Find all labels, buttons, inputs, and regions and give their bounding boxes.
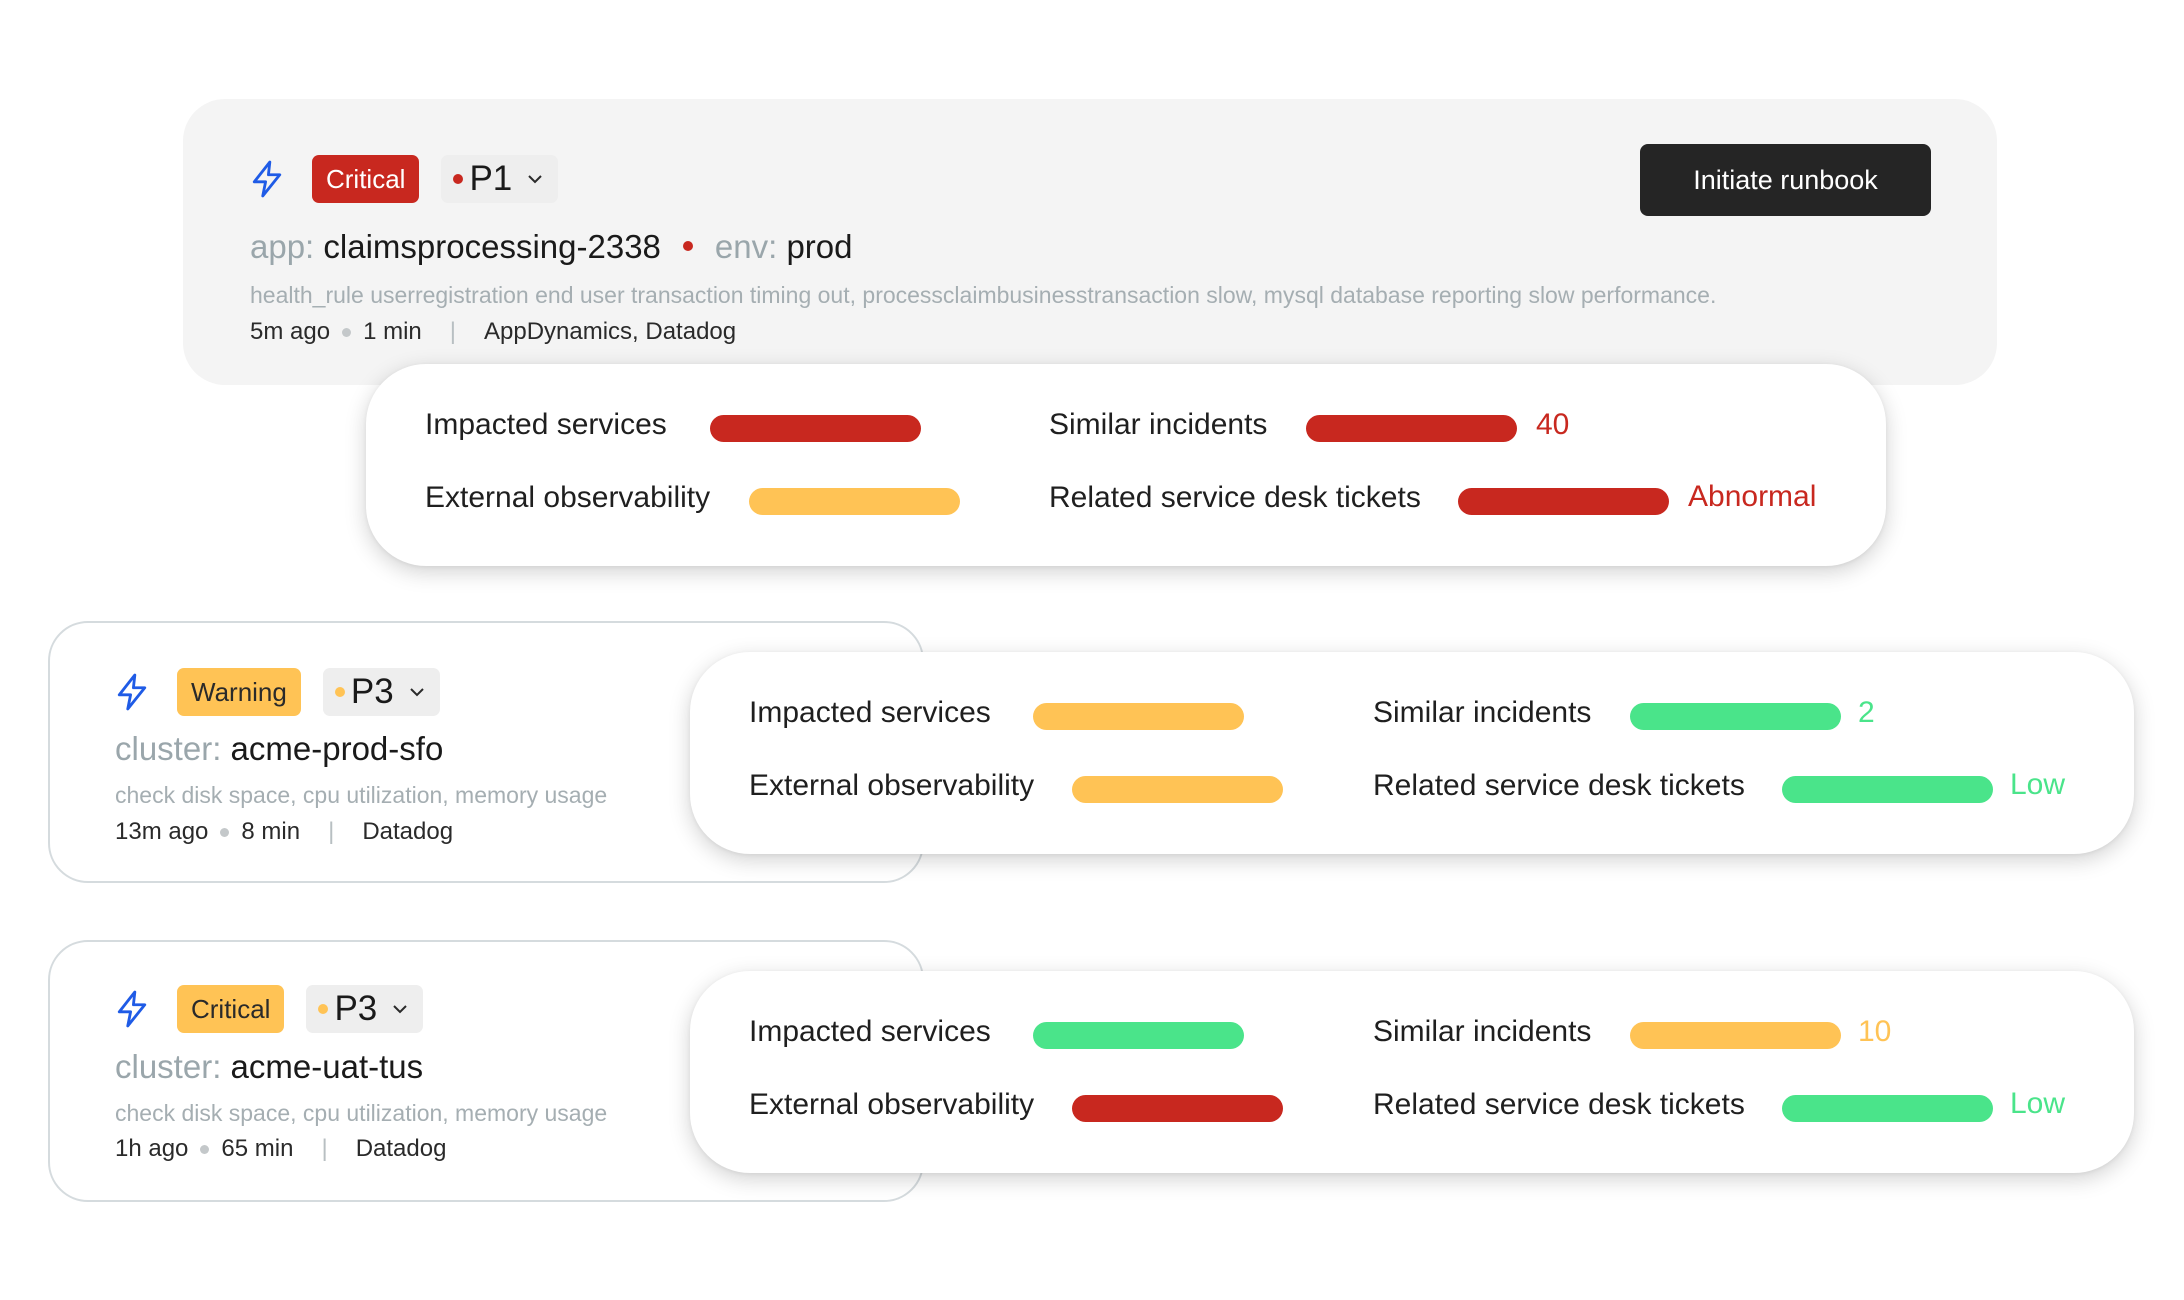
chevron-down-icon <box>528 175 542 184</box>
incident-3-metrics-card: Impacted services External observability… <box>690 971 2134 1173</box>
incident-2-description: check disk space, cpu utilization, memor… <box>115 782 608 808</box>
priority-dot <box>453 174 464 184</box>
priority-dropdown[interactable]: P3 <box>322 668 440 716</box>
cluster-name: acme-prod-sfo <box>230 730 444 767</box>
incident-3-description: check disk space, cpu utilization, memor… <box>115 1100 608 1126</box>
priority-label: P3 <box>350 672 394 711</box>
bolt-icon <box>117 990 147 1028</box>
separator-dot <box>682 241 693 252</box>
external-observability-bar <box>749 488 960 515</box>
impacted-services-label: Impacted services <box>425 408 667 441</box>
priority-dot <box>318 1004 329 1014</box>
priority-label: P3 <box>334 989 378 1028</box>
incident-1-description: health_rule userregistration end user tr… <box>250 282 1717 308</box>
similar-incidents-bar <box>1630 703 1841 730</box>
impacted-services-bar <box>1033 1022 1244 1049</box>
meta-separator: | <box>328 818 335 845</box>
chevron-down-icon <box>409 688 424 697</box>
sources: AppDynamics, Datadog <box>483 318 737 345</box>
sources: Datadog <box>362 818 454 845</box>
external-observability-label: External observability <box>425 481 711 514</box>
priority-dot <box>334 687 345 697</box>
related-tickets-value: Low <box>2010 768 2066 801</box>
initiate-runbook-button[interactable]: Initiate runbook <box>1640 144 1931 216</box>
related-tickets-value: Abnormal <box>1688 480 1817 513</box>
chevron-down-icon <box>393 1005 407 1014</box>
similar-incidents-value: 10 <box>1858 1015 1892 1048</box>
incident-1-metrics-card: Impacted services External observability… <box>366 364 1886 566</box>
app-name: claimsprocessing-2338 <box>323 228 661 265</box>
impacted-services-label: Impacted services <box>749 696 991 729</box>
similar-incidents-label: Similar incidents <box>1049 408 1268 441</box>
impacted-services-label: Impacted services <box>749 1015 991 1048</box>
related-tickets-label: Related service desk tickets <box>1049 481 1421 514</box>
severity-badge: Critical <box>177 985 285 1033</box>
cluster-name: acme-uat-tus <box>230 1048 424 1085</box>
meta-dot <box>220 827 230 837</box>
meta-dot <box>342 327 352 337</box>
incident-3-title: cluster: acme-uat-tus <box>115 1048 424 1085</box>
duration: 65 min <box>221 1135 294 1162</box>
related-tickets-bar <box>1782 776 1993 803</box>
incident-2-title: cluster: acme-prod-sfo <box>115 730 444 767</box>
impacted-services-bar <box>710 415 921 442</box>
similar-incidents-value: 40 <box>1536 408 1570 441</box>
external-observability-label: External observability <box>749 1088 1035 1121</box>
related-tickets-bar <box>1782 1095 1993 1122</box>
priority-label: P1 <box>469 159 513 198</box>
external-observability-bar <box>1072 1095 1283 1122</box>
bolt-icon <box>252 160 282 198</box>
time-ago: 13m ago <box>115 818 209 845</box>
bolt-icon <box>117 673 147 711</box>
incident-1-meta: 5m ago 1 min | AppDynamics, Datadog <box>250 318 736 346</box>
meta-separator: | <box>449 318 456 345</box>
severity-badge: Critical <box>312 155 420 203</box>
duration: 1 min <box>363 318 422 345</box>
duration: 8 min <box>241 818 301 845</box>
incident-3-header: Critical P3 <box>115 985 424 1033</box>
external-observability-bar <box>1072 776 1283 803</box>
priority-dropdown[interactable]: P3 <box>306 985 424 1033</box>
incident-2-header: Warning P3 <box>115 668 440 716</box>
similar-incidents-bar <box>1630 1022 1841 1049</box>
related-tickets-bar <box>1458 488 1669 515</box>
incident-2-metrics-card: Impacted services External observability… <box>690 652 2134 854</box>
time-ago: 5m ago <box>250 318 331 345</box>
meta-dot <box>200 1144 210 1154</box>
similar-incidents-label: Similar incidents <box>1373 696 1592 729</box>
env-name: prod <box>786 228 853 265</box>
incident-1-header: Critical P1 <box>250 155 559 203</box>
incident-3-meta: 1h ago 65 min | Datadog <box>115 1135 446 1163</box>
external-observability-label: External observability <box>749 769 1035 802</box>
similar-incidents-label: Similar incidents <box>1373 1015 1592 1048</box>
related-tickets-label: Related service desk tickets <box>1373 1088 1745 1121</box>
severity-badge: Warning <box>177 668 301 716</box>
similar-incidents-bar <box>1306 415 1517 442</box>
related-tickets-value: Low <box>2010 1087 2066 1120</box>
impacted-services-bar <box>1033 703 1244 730</box>
time-ago: 1h ago <box>115 1135 189 1162</box>
priority-dropdown[interactable]: P1 <box>441 155 559 203</box>
incident-1-title: app: claimsprocessing-2338 env: prod <box>250 228 853 265</box>
sources: Datadog <box>355 1135 447 1162</box>
related-tickets-label: Related service desk tickets <box>1373 769 1745 802</box>
meta-separator: | <box>321 1135 328 1162</box>
incident-2-meta: 13m ago 8 min | Datadog <box>115 818 453 846</box>
similar-incidents-value: 2 <box>1858 696 1875 729</box>
